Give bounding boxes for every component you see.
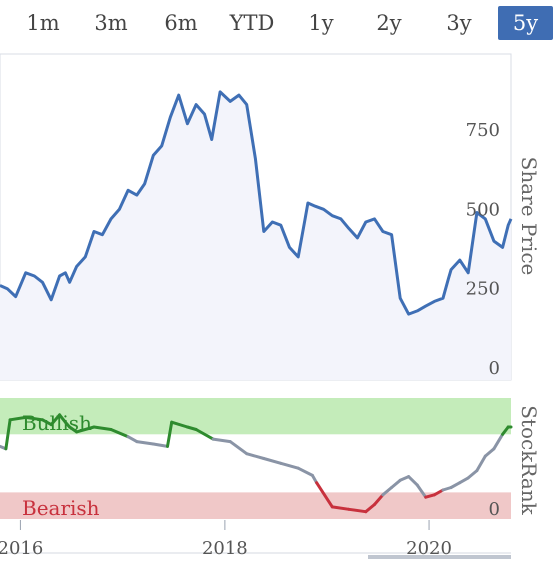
stockrank-segment	[315, 481, 334, 509]
tab-6m[interactable]: 6m	[164, 11, 198, 35]
stockrank-segment	[170, 420, 189, 429]
navigator-bar[interactable]	[0, 552, 511, 559]
bearish-label: Bearish	[22, 496, 100, 520]
stockrank-segment	[458, 476, 470, 485]
stockrank-segment	[41, 418, 53, 427]
tab-1m[interactable]: 1m	[26, 11, 60, 35]
stockrank-segment	[296, 466, 314, 477]
price-line	[0, 90, 513, 316]
stockrank-segment	[58, 413, 67, 424]
price-y-axis-title: Share Price	[517, 157, 541, 276]
stockrank-y-axis-title: StockRank	[517, 405, 541, 515]
price-y-tick-label: 0	[489, 358, 500, 379]
stockrank-segment	[8, 415, 28, 422]
stockrank-y-axis: 0	[489, 499, 500, 520]
stockrank-segment	[75, 425, 96, 434]
tab-1y[interactable]: 1y	[308, 11, 334, 35]
x-tick-label: 2018	[202, 538, 248, 559]
stockrank-segment	[390, 478, 402, 489]
stockrank-panel: Bullish Bearish 0 StockRank	[0, 398, 541, 520]
tab-3m[interactable]: 3m	[94, 11, 128, 35]
stockrank-segment	[24, 415, 44, 422]
stockrank-segment	[166, 420, 174, 448]
range-tabs: 1m 3m 6m YTD 1y 2y 3y 5y	[0, 0, 553, 46]
tab-ytd[interactable]: YTD	[229, 11, 275, 35]
tab-3y[interactable]: 3y	[446, 11, 472, 35]
stockrank-segment	[407, 475, 419, 487]
stockrank-segment	[135, 440, 155, 446]
price-y-axis: 0 250 500 750	[466, 120, 500, 379]
stockrank-segment	[483, 447, 496, 458]
stockrank-segment	[228, 440, 249, 456]
price-panel: 0 250 500 750 Share Price	[0, 53, 541, 381]
stockrank-segment	[475, 454, 487, 473]
stockrank-segment	[398, 475, 411, 482]
stockrank-segment	[262, 457, 283, 465]
stockrank-segment	[151, 442, 169, 448]
stockrank-segment	[415, 483, 428, 499]
stockrank-segment	[245, 452, 266, 460]
stockrank-segment	[4, 418, 12, 451]
x-axis: 2016 2018 2020	[0, 520, 452, 559]
stockrank-segment	[432, 488, 445, 497]
stockrank-segment	[347, 507, 368, 514]
stockrank-segment	[185, 425, 198, 431]
stockrank-y-tick-label: 0	[489, 499, 500, 520]
stockrank-segment	[466, 469, 479, 480]
tab-5y[interactable]: 5y	[498, 6, 553, 40]
x-tick-label: 2020	[406, 538, 452, 559]
stockrank-segment	[279, 461, 300, 470]
stockrank-segment	[449, 481, 462, 489]
price-y-tick-label: 750	[466, 120, 500, 141]
price-y-tick-label: 500	[466, 199, 500, 220]
stockrank-segment	[211, 437, 232, 444]
price-y-tick-label: 250	[466, 279, 500, 300]
tab-2y[interactable]: 2y	[376, 11, 402, 35]
stockrank-segment	[373, 493, 385, 506]
stockrank-segment	[364, 503, 376, 514]
stockrank-segment	[501, 425, 510, 436]
stockrank-segment	[330, 505, 351, 511]
stockrank-segment	[492, 432, 505, 451]
stockrank-segment	[424, 493, 436, 499]
stockrank-segment	[381, 486, 394, 497]
price-area	[0, 91, 511, 381]
stockrank-line	[0, 413, 513, 514]
stockrank-segment	[49, 413, 62, 427]
x-tick-label: 2016	[0, 538, 43, 559]
stockrank-segment	[92, 425, 113, 431]
stockrank-segment	[109, 428, 130, 439]
stockrank-segment	[194, 428, 215, 441]
stockrank-segment	[126, 435, 139, 444]
